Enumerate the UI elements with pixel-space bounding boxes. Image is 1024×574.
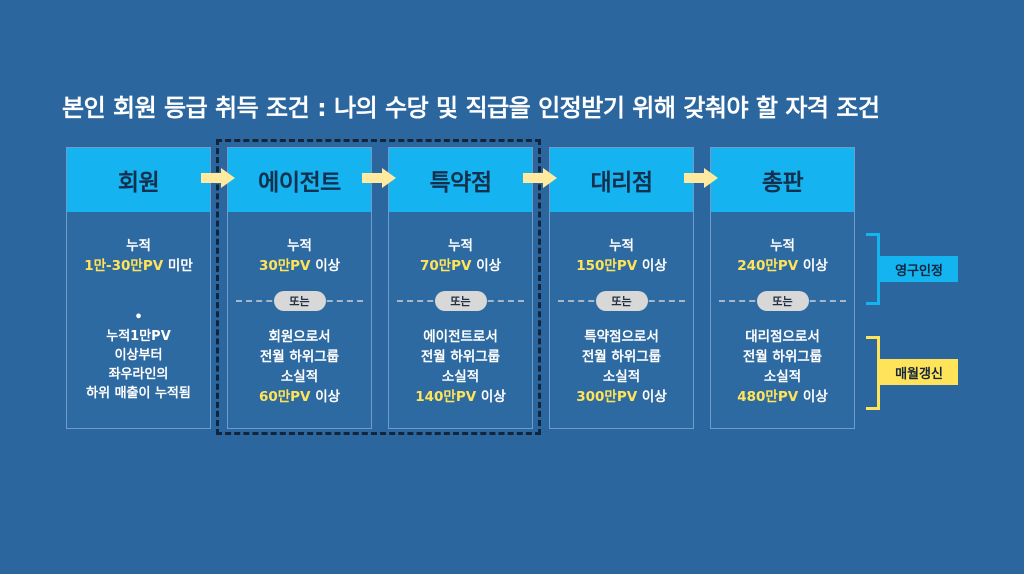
alternative-requirement: 회원으로서 전월 하위그룹 소실적 60만PV 이상 (258, 329, 341, 405)
pv-highlight: 480만PV (737, 389, 799, 405)
grade-column-member: 회원 누적 1만-30만PV 미만 • 누적1만PV 이상부터 좌우라인의 하위… (66, 147, 211, 429)
or-pill: 또는 (756, 291, 809, 311)
requirement-text: 누적 70만PV 이상 (419, 238, 502, 274)
or-divider: 또는 (719, 291, 846, 311)
grade-body: 누적 70만PV 이상 또는 에이전트로서 전월 하위그룹 소실적 140만PV… (389, 212, 532, 428)
permanent-tag: 영구인정 (880, 256, 958, 282)
or-pill: 또는 (434, 291, 487, 311)
alternative-requirement: 대리점으로서 전월 하위그룹 소실적 480만PV 이상 (737, 329, 828, 405)
arrow-right-icon (684, 168, 718, 188)
grade-column-distributor: 총판 누적 240만PV 이상 또는 대리점으로서 전월 하위그룹 소실적 48… (710, 147, 855, 429)
grade-column-agency: 대리점 누적 150만PV 이상 또는 특약점으로서 전월 하위그룹 소실적 3… (549, 147, 694, 429)
dashed-group-box (216, 139, 541, 435)
or-divider: 또는 (397, 291, 524, 311)
pv-highlight: 60만PV (258, 389, 311, 405)
permanent-bracket (866, 233, 880, 305)
grade-header: 총판 (711, 148, 854, 212)
alternative-requirement: 특약점으로서 전월 하위그룹 소실적 300만PV 이상 (576, 329, 667, 405)
pv-highlight: 150만PV (576, 258, 638, 274)
arrow-right-icon (201, 168, 235, 188)
pv-highlight: 240만PV (737, 258, 799, 274)
requirement-text: 누적 150만PV 이상 (576, 238, 667, 274)
grade-body: 누적 150만PV 이상 또는 특약점으로서 전월 하위그룹 소실적 300만P… (550, 212, 693, 428)
arrow-right-icon (523, 168, 557, 188)
or-pill: 또는 (595, 291, 648, 311)
grade-header: 에이전트 (228, 148, 371, 212)
pv-highlight: 300만PV (576, 389, 638, 405)
requirement-text: 누적 1만-30만PV 미만 (84, 238, 193, 274)
alternative-requirement: 에이전트로서 전월 하위그룹 소실적 140만PV 이상 (415, 329, 506, 405)
grade-body: 누적 30만PV 이상 또는 회원으로서 전월 하위그룹 소실적 60만PV 이… (228, 212, 371, 428)
or-pill: 또는 (273, 291, 326, 311)
grade-body: 누적 240만PV 이상 또는 대리점으로서 전월 하위그룹 소실적 480만P… (711, 212, 854, 428)
requirement-text: 누적 30만PV 이상 (258, 238, 341, 274)
grade-column-special-agency: 특약점 누적 70만PV 이상 또는 에이전트로서 전월 하위그룹 소실적 14… (388, 147, 533, 429)
pv-highlight: 30만PV (258, 258, 311, 274)
grade-header: 회원 (67, 148, 210, 212)
or-divider: 또는 (236, 291, 363, 311)
grade-header: 특약점 (389, 148, 532, 212)
grade-header: 대리점 (550, 148, 693, 212)
page-title: 본인 회원 등급 취득 조건 : 나의 수당 및 직급을 인정받기 위해 갖춰야… (62, 94, 880, 122)
monthly-tag: 매월갱신 (880, 359, 958, 385)
pv-highlight: 140만PV (415, 389, 477, 405)
or-divider: 또는 (558, 291, 685, 311)
requirement-text: 누적 240만PV 이상 (737, 238, 828, 274)
monthly-bracket (866, 336, 880, 410)
bullet-dot: • (134, 310, 143, 325)
pv-highlight: 70만PV (419, 258, 472, 274)
arrow-right-icon (362, 168, 396, 188)
grade-column-agent: 에이전트 누적 30만PV 이상 또는 회원으로서 전월 하위그룹 소실적 60… (227, 147, 372, 429)
accumulation-note: • 누적1만PV 이상부터 좌우라인의 하위 매출이 누적됨 (67, 308, 210, 403)
pv-highlight: 1만-30만PV (84, 258, 164, 274)
grade-body: 누적 1만-30만PV 미만 • 누적1만PV 이상부터 좌우라인의 하위 매출… (67, 212, 210, 428)
